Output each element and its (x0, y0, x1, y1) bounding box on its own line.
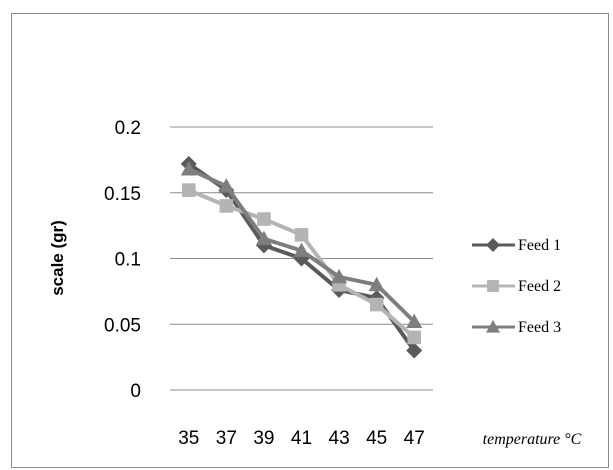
x-tick-label: 43 (329, 428, 350, 449)
y-tick-label: 0 (130, 381, 141, 402)
series-group (180, 155, 423, 359)
data-point-triangle (406, 313, 423, 329)
data-point-triangle (331, 268, 348, 284)
data-point-square (407, 330, 422, 345)
legend-label: Feed 3 (518, 319, 561, 336)
y-tick-labels: 0 0.05 0.1 0.15 0.2 (104, 118, 141, 402)
y-tick-label: 0.2 (115, 118, 141, 139)
legend-item: Feed 1 (472, 237, 561, 254)
legend-label: Feed 1 (518, 237, 561, 254)
data-point-diamond (406, 342, 423, 359)
data-point-triangle (293, 242, 310, 258)
y-tick-label: 0.15 (104, 184, 141, 205)
x-tick-label: 41 (291, 428, 312, 449)
series-group (181, 183, 422, 345)
data-point-triangle (255, 230, 272, 246)
data-point-square (257, 212, 271, 226)
x-tick-label: 45 (366, 428, 387, 449)
legend-label: Feed 2 (518, 278, 561, 295)
y-tick-label: 0.1 (115, 250, 141, 271)
y-axis-label: scale (gr) (48, 220, 67, 296)
data-point-triangle (486, 320, 500, 333)
x-tick-label: 39 (253, 428, 274, 449)
chart-frame (11, 13, 609, 468)
x-axis-label: temperature °C (483, 431, 582, 448)
grid-lines (170, 126, 433, 391)
legend-item: Feed 3 (472, 319, 561, 336)
data-point-triangle (218, 178, 235, 193)
legend: Feed 1 Feed 2 Feed 3 (472, 237, 561, 336)
data-point-square (487, 280, 499, 292)
x-tick-label: 37 (216, 428, 237, 449)
data-point-square (369, 297, 384, 312)
series-group (180, 161, 423, 329)
y-tick-label: 0.05 (104, 315, 141, 336)
data-point-diamond (486, 238, 500, 252)
data-point-square (294, 228, 309, 242)
x-tick-label: 35 (178, 428, 199, 449)
data-point-triangle (180, 161, 197, 176)
data-point-square (181, 183, 196, 197)
x-tick-label: 47 (404, 428, 425, 449)
x-tick-labels: 35 37 39 41 43 45 47 (178, 428, 425, 449)
data-point-square (219, 199, 234, 213)
data-point-triangle (368, 276, 385, 292)
legend-item: Feed 2 (472, 278, 561, 295)
series-lines (180, 155, 423, 359)
